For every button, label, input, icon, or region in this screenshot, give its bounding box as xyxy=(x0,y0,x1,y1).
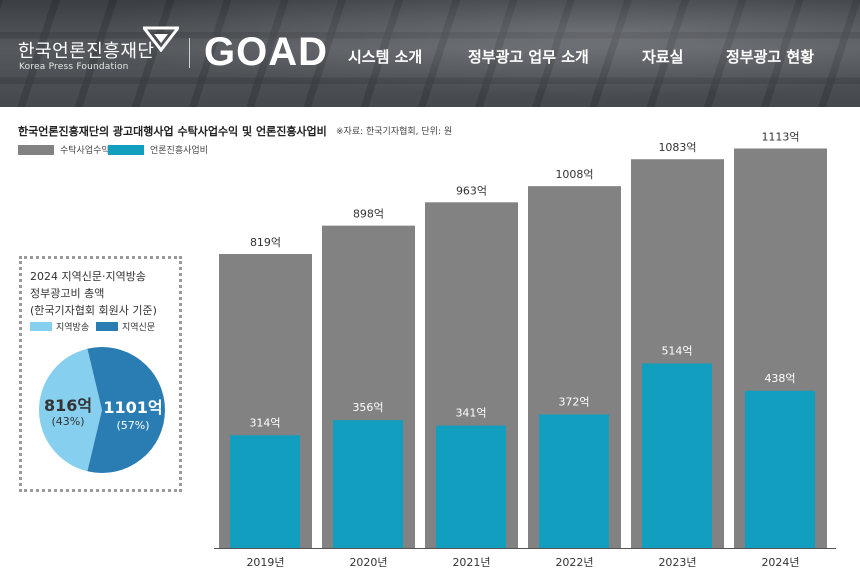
legend-swatch-promotion xyxy=(108,144,144,155)
pie-value-newspaper: 1101억 xyxy=(103,398,162,417)
pie-slice-newspaper xyxy=(87,347,166,474)
legend-item-promotion: 언론진흥사업비 xyxy=(108,143,208,156)
x-tick-label-5: 2024년 xyxy=(761,556,799,569)
source-note: ※자료: 한국기자협회, 단위: 원 xyxy=(336,127,453,137)
bar-label-consignment-0: 819억 xyxy=(250,236,281,249)
bar-label-consignment-2: 963억 xyxy=(456,184,487,197)
legend-item-consignment: 수탁사업수익 xyxy=(18,143,110,156)
legend-swatch-consignment xyxy=(18,144,54,155)
pie-value-broadcast: 816억 xyxy=(44,396,92,415)
x-tick-label-1: 2020년 xyxy=(349,556,387,569)
bar-promotion-3 xyxy=(539,414,609,548)
bar-label-consignment-5: 1113억 xyxy=(761,130,799,143)
regional-ad-inset xyxy=(19,256,182,492)
bar-label-promotion-3: 372억 xyxy=(558,395,589,408)
nav-item-system-intro[interactable]: 시스템 소개 xyxy=(348,48,423,66)
x-tick-label-2: 2021년 xyxy=(452,556,490,569)
bar-promotion-0 xyxy=(230,435,300,548)
site-header: 한국언론진흥재단 Korea Press Foundation GOAD 시스템… xyxy=(0,0,860,107)
logo-korean[interactable]: 한국언론진흥재단 xyxy=(18,41,155,62)
bar-label-promotion-1: 356억 xyxy=(352,401,383,414)
nav-item-library[interactable]: 자료실 xyxy=(642,48,684,66)
pie-slice-broadcast xyxy=(39,348,102,472)
inset-title-line-3: (한국기자협회 회원사 기준) xyxy=(30,304,157,317)
bar-label-consignment-1: 898억 xyxy=(353,208,384,221)
legend-label-consignment: 수탁사업수익 xyxy=(60,146,110,156)
inset-title-line-2: 정부광고비 총액 xyxy=(30,287,105,300)
pie-legend-newspaper: 지역신문 xyxy=(96,320,155,333)
chart-title: 한국언론진흥재단의 광고대행사업 수탁사업수익 및 언론진흥사업비 xyxy=(18,125,327,138)
logo-mark-icon xyxy=(143,26,179,52)
nav-item-status[interactable]: 정부광고 현황 xyxy=(726,48,815,66)
pie-percent-newspaper: (57%) xyxy=(116,419,149,432)
logo-divider xyxy=(189,38,190,68)
pie-legend-label-newspaper: 지역신문 xyxy=(122,323,156,333)
pie-legend-swatch-newspaper xyxy=(96,322,118,331)
bar-label-promotion-0: 314억 xyxy=(249,416,280,429)
legend-label-promotion: 언론진흥사업비 xyxy=(150,146,208,156)
x-tick-label-4: 2023년 xyxy=(658,556,696,569)
bar-promotion-5 xyxy=(745,390,815,548)
logo-english: Korea Press Foundation xyxy=(19,62,129,72)
bar-label-promotion-2: 341억 xyxy=(455,407,486,420)
pie-legend-broadcast: 지역방송 xyxy=(30,320,89,333)
x-tick-label-0: 2019년 xyxy=(246,556,284,569)
x-tick-label-3: 2022년 xyxy=(555,556,593,569)
brand-logo[interactable]: GOAD xyxy=(204,30,328,74)
bar-promotion-1 xyxy=(333,420,403,548)
pie-legend-swatch-broadcast xyxy=(30,322,52,331)
inset-title-line-1: 2024 지역신문·지역방송 xyxy=(30,270,146,283)
bar-promotion-4 xyxy=(642,363,712,548)
nav-item-work-intro[interactable]: 정부광고 업무 소개 xyxy=(468,48,589,66)
pie-percent-broadcast: (43%) xyxy=(51,415,84,428)
bar-label-promotion-5: 438억 xyxy=(764,372,795,385)
bar-label-consignment-3: 1008억 xyxy=(555,168,593,181)
bar-label-consignment-4: 1083억 xyxy=(658,141,696,154)
pie-legend-label-broadcast: 지역방송 xyxy=(56,323,90,333)
bar-label-promotion-4: 514억 xyxy=(661,344,692,357)
bar-promotion-2 xyxy=(436,425,506,548)
